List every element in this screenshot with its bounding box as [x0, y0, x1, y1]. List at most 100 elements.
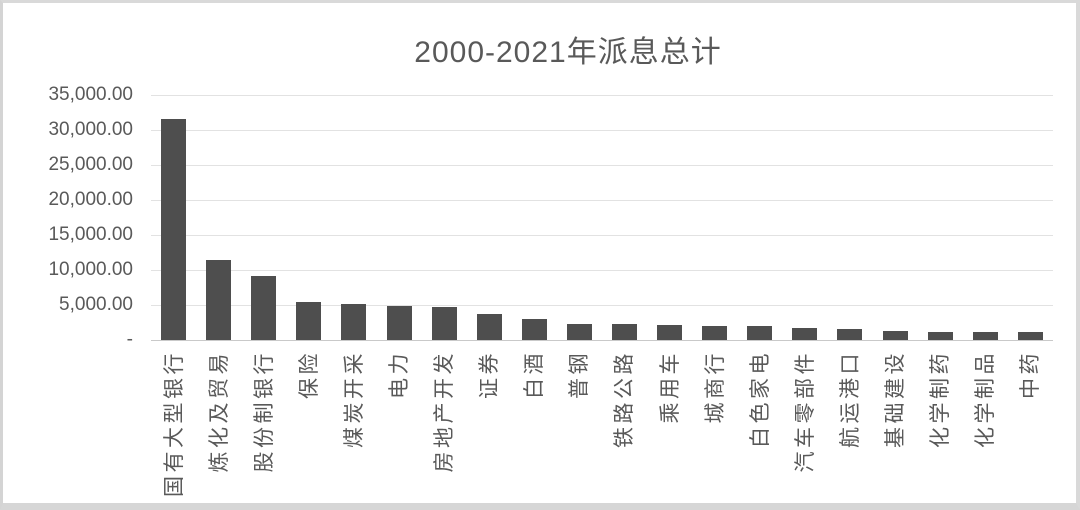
x-axis-line — [151, 340, 1053, 341]
bar-普钢 — [566, 323, 592, 340]
x-category-label: 国有大型银行 — [162, 350, 186, 497]
bar-房地产开发 — [431, 306, 457, 340]
bar-slot — [196, 95, 241, 340]
x-category-cell: 国有大型银行 — [151, 340, 196, 503]
x-category-cell: 汽车零部件 — [782, 340, 827, 503]
x-category-label: 化学制品 — [974, 350, 998, 448]
bar-铁路公路 — [611, 323, 637, 340]
x-category-cell: 电力 — [376, 340, 421, 503]
x-category-cell: 房地产开发 — [422, 340, 467, 503]
x-axis-category-labels: 国有大型银行 炼化及贸易 股份制银行 保险 煤炭开采 电力 房地产开发 证券 白酒 普钢 铁路公路乘… — [151, 340, 1053, 503]
bar-城商行 — [702, 325, 728, 340]
bar-slot — [647, 95, 692, 340]
x-category-cell: 化学制药 — [918, 340, 963, 503]
bar-series — [151, 95, 1053, 340]
gridline — [151, 130, 1053, 131]
x-category-label: 铁路公路 — [613, 350, 637, 448]
x-category-cell: 城商行 — [692, 340, 737, 503]
bar-国有大型银行 — [161, 118, 187, 340]
bar-slot — [331, 95, 376, 340]
bar-slot — [241, 95, 286, 340]
bar-slot — [151, 95, 196, 340]
bar-slot — [782, 95, 827, 340]
bar-中药 — [1017, 332, 1043, 340]
x-category-label: 汽车零部件 — [793, 350, 817, 473]
x-category-label: 基础建设 — [884, 350, 907, 448]
bar-乘用车 — [657, 325, 683, 340]
x-category-cell: 煤炭开采 — [331, 340, 376, 503]
bar-保险 — [296, 301, 322, 340]
y-tick-label: 5,000.00 — [59, 294, 133, 315]
y-tick-label: 35,000.00 — [48, 84, 133, 105]
gridline — [151, 165, 1053, 166]
bar-slot — [376, 95, 421, 340]
bar-化学制药 — [927, 332, 953, 340]
x-category-label: 普钢 — [568, 350, 592, 399]
bar-股份制银行 — [251, 275, 277, 340]
bar-炼化及贸易 — [206, 259, 232, 340]
bar-航运港口 — [837, 329, 863, 340]
bar-白酒 — [521, 319, 547, 340]
x-category-cell: 普钢 — [557, 340, 602, 503]
bar-化学制品 — [972, 332, 998, 340]
bar-slot — [963, 95, 1008, 340]
x-category-label: 炼化及贸易 — [207, 350, 231, 473]
x-category-cell: 炼化及贸易 — [196, 340, 241, 503]
bar-煤炭开采 — [341, 303, 367, 340]
gridline — [151, 200, 1053, 201]
bar-slot — [1008, 95, 1053, 340]
x-category-cell: 白色家电 — [737, 340, 782, 503]
x-category-label: 保险 — [297, 350, 321, 399]
x-category-cell: 股份制银行 — [241, 340, 286, 503]
bar-slot — [557, 95, 602, 340]
x-category-cell: 白酒 — [512, 340, 557, 503]
bar-基础建设 — [882, 330, 908, 340]
bar-slot — [918, 95, 963, 340]
bar-slot — [422, 95, 467, 340]
bar-slot — [873, 95, 918, 340]
x-category-cell: 保险 — [286, 340, 331, 503]
bar-slot — [512, 95, 557, 340]
x-category-label: 乘用车 — [658, 350, 682, 424]
bar-电力 — [386, 305, 412, 340]
bar-slot — [467, 95, 512, 340]
x-category-label: 中药 — [1019, 350, 1043, 399]
x-category-label: 白色家电 — [748, 350, 772, 448]
gridline — [151, 235, 1053, 236]
x-category-label: 电力 — [387, 350, 411, 399]
bar-证券 — [476, 314, 502, 340]
x-category-cell: 铁路公路 — [602, 340, 647, 503]
bar-slot — [827, 95, 872, 340]
gridline — [151, 305, 1053, 306]
x-category-label: 房地产开发 — [433, 350, 457, 473]
y-tick-label: 20,000.00 — [48, 189, 133, 210]
gridline — [151, 270, 1053, 271]
x-category-label: 股份制银行 — [252, 350, 276, 473]
x-category-label: 证券 — [478, 350, 502, 399]
x-category-label: 城商行 — [703, 350, 727, 424]
x-category-cell: 证券 — [467, 340, 512, 503]
x-category-cell: 化学制品 — [963, 340, 1008, 503]
y-tick-label: 25,000.00 — [48, 154, 133, 175]
bar-slot — [286, 95, 331, 340]
x-category-label: 煤炭开采 — [342, 350, 366, 448]
x-category-label: 航运港口 — [838, 350, 862, 448]
x-category-label: 白酒 — [523, 350, 547, 399]
x-category-cell: 中药 — [1008, 340, 1053, 503]
bar-slot — [602, 95, 647, 340]
x-category-label: 化学制药 — [929, 350, 953, 448]
bar-slot — [692, 95, 737, 340]
bar-slot — [737, 95, 782, 340]
gridline — [151, 95, 1053, 96]
y-tick-label: 10,000.00 — [48, 259, 133, 280]
bar-汽车零部件 — [792, 328, 818, 340]
chart-title: 2000-2021年派息总计 — [414, 36, 722, 69]
x-category-cell: 乘用车 — [647, 340, 692, 503]
x-category-cell: 航运港口 — [827, 340, 872, 503]
x-category-cell: 基础建设 — [873, 340, 918, 503]
y-tick-label: 15,000.00 — [48, 224, 133, 245]
y-tick-label: - — [126, 329, 133, 350]
y-tick-label: 30,000.00 — [48, 119, 133, 140]
bar-白色家电 — [747, 326, 773, 340]
